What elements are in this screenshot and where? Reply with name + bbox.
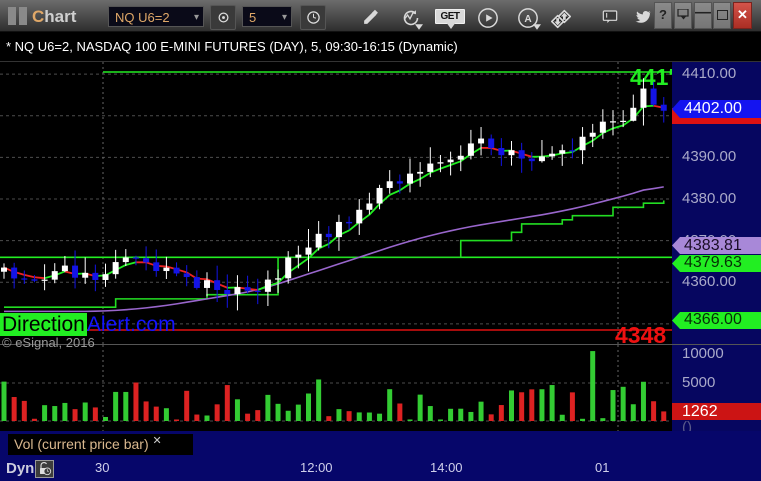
- svg-text:A: A: [524, 14, 532, 25]
